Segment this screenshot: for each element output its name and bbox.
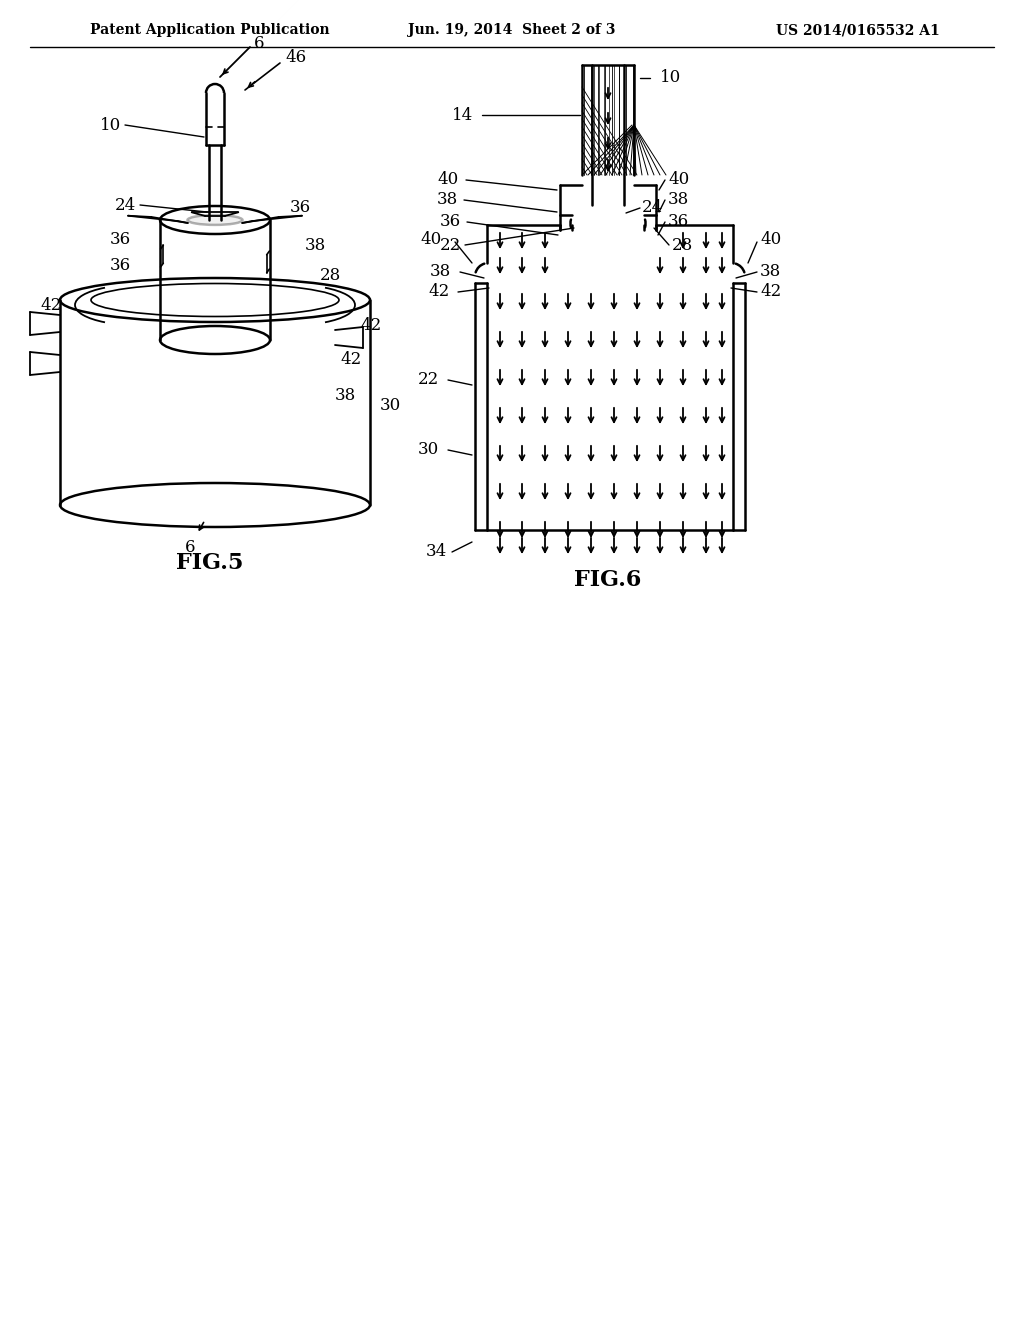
Text: 24: 24 (642, 199, 664, 216)
Text: 28: 28 (319, 267, 341, 284)
Text: 36: 36 (110, 256, 131, 273)
Text: 36: 36 (290, 199, 311, 216)
Text: 10: 10 (660, 70, 681, 87)
Text: 40: 40 (760, 231, 781, 248)
Text: 38: 38 (668, 191, 689, 209)
Text: 42: 42 (340, 351, 361, 368)
Text: FIG.6: FIG.6 (574, 569, 642, 591)
Text: 38: 38 (335, 387, 356, 404)
Text: FIG.5: FIG.5 (176, 552, 244, 574)
Text: 30: 30 (380, 396, 401, 413)
Text: 10: 10 (100, 116, 121, 133)
Ellipse shape (187, 215, 243, 224)
Text: 42: 42 (760, 284, 781, 301)
Text: 34: 34 (426, 544, 447, 561)
Text: 42: 42 (40, 297, 61, 314)
Text: US 2014/0165532 A1: US 2014/0165532 A1 (776, 22, 940, 37)
Text: Patent Application Publication: Patent Application Publication (90, 22, 330, 37)
Text: 40: 40 (420, 231, 441, 248)
Text: 36: 36 (440, 214, 461, 231)
Text: 36: 36 (668, 214, 689, 231)
Text: 28: 28 (672, 236, 693, 253)
Text: 36: 36 (110, 231, 131, 248)
Text: 42: 42 (428, 284, 450, 301)
Text: 6: 6 (254, 36, 264, 53)
Text: 14: 14 (452, 107, 473, 124)
Text: 38: 38 (760, 264, 781, 281)
Text: 40: 40 (437, 172, 459, 189)
Text: 30: 30 (418, 441, 439, 458)
Text: 22: 22 (418, 371, 439, 388)
Text: 42: 42 (360, 317, 381, 334)
Text: 38: 38 (430, 264, 452, 281)
Text: 38: 38 (437, 191, 459, 209)
Text: 46: 46 (285, 49, 306, 66)
Text: 40: 40 (668, 172, 689, 189)
Text: 6: 6 (185, 539, 196, 556)
Text: 38: 38 (305, 236, 327, 253)
Text: 24: 24 (115, 197, 136, 214)
Text: 22: 22 (440, 236, 461, 253)
Text: Jun. 19, 2014  Sheet 2 of 3: Jun. 19, 2014 Sheet 2 of 3 (409, 22, 615, 37)
